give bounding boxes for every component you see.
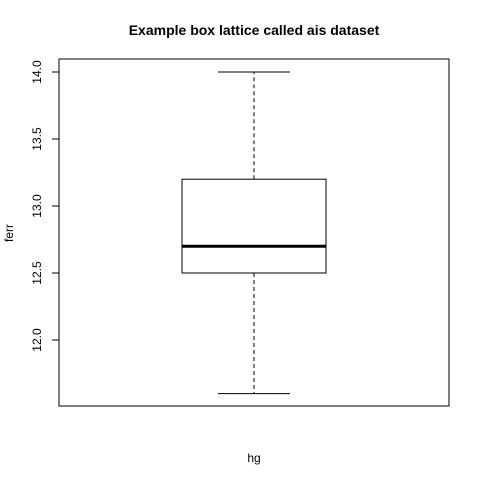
y-tick-label: 12.0 bbox=[30, 328, 44, 352]
y-tick-label: 14.0 bbox=[30, 60, 44, 84]
box-element bbox=[181, 71, 327, 395]
y-tick-label: 13.0 bbox=[30, 194, 44, 218]
interquartile-box bbox=[181, 178, 327, 274]
chart-title: Example box lattice called ais dataset bbox=[129, 22, 380, 38]
y-axis-label: ferr bbox=[2, 224, 16, 242]
y-axis: 12.0 12.5 13.0 13.5 14.0 bbox=[30, 60, 60, 352]
y-tick-label: 13.5 bbox=[30, 127, 44, 151]
y-tick-label: 12.5 bbox=[30, 261, 44, 285]
x-axis-label: hg bbox=[247, 451, 260, 465]
